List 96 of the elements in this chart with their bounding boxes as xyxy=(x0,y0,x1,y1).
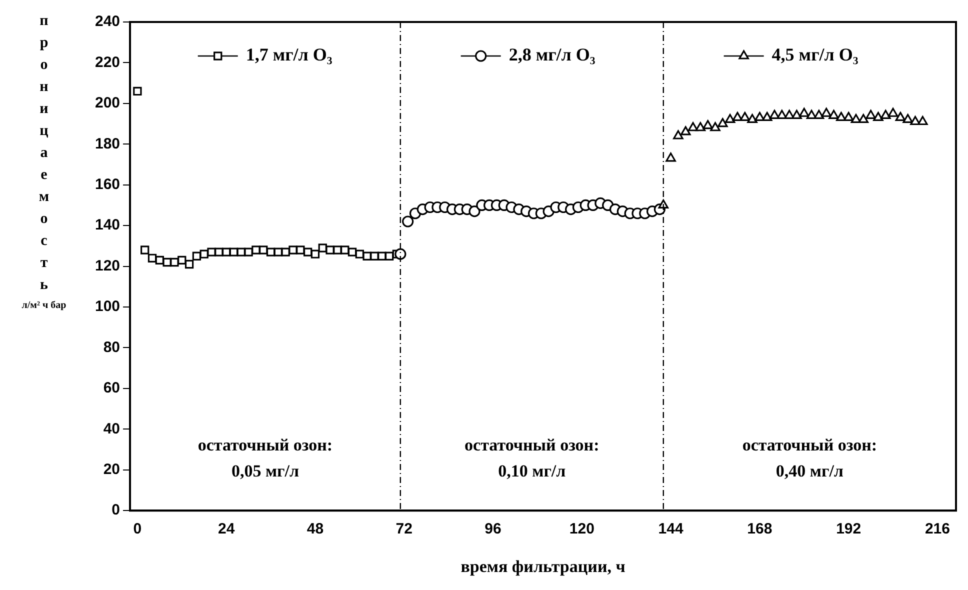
point xyxy=(747,114,758,124)
x-tick-label: 216 xyxy=(924,520,950,538)
point xyxy=(281,248,290,256)
point xyxy=(880,110,891,119)
point xyxy=(244,248,253,256)
point xyxy=(792,110,802,119)
y-tick-label: 160 xyxy=(94,176,120,194)
point xyxy=(762,112,772,121)
point xyxy=(724,114,736,124)
point xyxy=(902,114,913,124)
y-tick-label: 20 xyxy=(103,461,120,478)
y-tick-label: 140 xyxy=(94,216,120,234)
legend-label: 2,8 мг/л O₃ xyxy=(508,44,596,65)
point xyxy=(178,256,186,265)
point xyxy=(866,110,876,119)
point xyxy=(828,110,839,119)
point xyxy=(252,246,260,254)
point xyxy=(229,248,238,256)
x-tick-label: 144 xyxy=(658,520,684,538)
point xyxy=(333,246,342,254)
point xyxy=(695,122,706,132)
point xyxy=(702,120,713,130)
y-tick-label: 80 xyxy=(103,338,120,356)
annotation: остаточный озон: 0,05 мг/л xyxy=(198,436,333,481)
point xyxy=(910,116,920,126)
y-tick-label: 60 xyxy=(103,380,120,397)
point xyxy=(394,248,406,260)
point xyxy=(740,112,750,121)
point xyxy=(348,248,357,256)
annotation: остаточный озон: 0,40 мг/л xyxy=(742,436,878,481)
x-tick-label: 48 xyxy=(306,520,324,538)
point xyxy=(222,248,231,256)
point xyxy=(355,250,364,258)
point xyxy=(303,248,312,256)
point xyxy=(784,110,794,119)
legend-label: 4,5 мг/л O₃ xyxy=(772,44,859,65)
point xyxy=(710,122,720,132)
point xyxy=(266,248,276,256)
point xyxy=(340,246,350,254)
point xyxy=(148,254,157,262)
x-tick-label: 96 xyxy=(484,520,502,538)
point xyxy=(799,108,810,117)
y-tick-label: 0 xyxy=(112,502,120,519)
point xyxy=(288,246,298,254)
x-tick-label: 192 xyxy=(836,520,862,538)
point xyxy=(200,250,208,258)
point xyxy=(888,108,898,117)
point xyxy=(680,126,691,136)
point xyxy=(214,248,224,256)
point xyxy=(806,110,817,119)
point xyxy=(296,246,305,254)
x-axis-title: время фильтрации, ч xyxy=(460,557,626,576)
y-tick-label: 40 xyxy=(103,420,120,438)
legend-label: 1,7 мг/л O₃ xyxy=(246,44,333,65)
x-tick-label: 0 xyxy=(133,520,142,538)
y-tick-label: 120 xyxy=(94,257,120,274)
point xyxy=(836,112,846,121)
y-tick-label: 180 xyxy=(94,135,120,152)
point xyxy=(673,130,684,140)
point xyxy=(873,112,884,121)
point xyxy=(769,110,780,119)
y-tick-label: 220 xyxy=(94,54,120,71)
point xyxy=(310,250,320,258)
point xyxy=(274,248,283,256)
point xyxy=(688,122,698,132)
x-tick-label: 120 xyxy=(569,520,594,538)
point xyxy=(821,108,832,117)
point xyxy=(140,246,150,254)
point xyxy=(814,110,824,119)
y-tick-label: 100 xyxy=(94,298,120,316)
point xyxy=(207,248,216,256)
point xyxy=(468,206,480,218)
x-tick-label: 168 xyxy=(747,520,772,538)
point xyxy=(858,114,869,124)
point xyxy=(384,252,394,260)
point xyxy=(192,252,202,260)
y-tick-label: 240 xyxy=(94,13,120,30)
point xyxy=(259,246,268,254)
point xyxy=(895,112,906,121)
point xyxy=(754,112,765,121)
point xyxy=(402,216,414,228)
point xyxy=(666,152,676,162)
point xyxy=(850,114,862,124)
annotation: остаточный озон: 0,10 мг/л xyxy=(464,436,600,481)
point xyxy=(732,112,743,121)
point xyxy=(326,246,334,254)
x-tick-label: 24 xyxy=(218,520,236,538)
point xyxy=(843,112,854,121)
point xyxy=(718,118,728,128)
y-tick-label: 200 xyxy=(94,94,120,112)
point xyxy=(170,258,179,267)
point xyxy=(184,260,194,269)
point xyxy=(318,244,327,252)
point xyxy=(918,116,928,126)
x-tick-label: 72 xyxy=(396,520,412,538)
text: проницаемость л/м² ч бар xyxy=(22,13,66,311)
